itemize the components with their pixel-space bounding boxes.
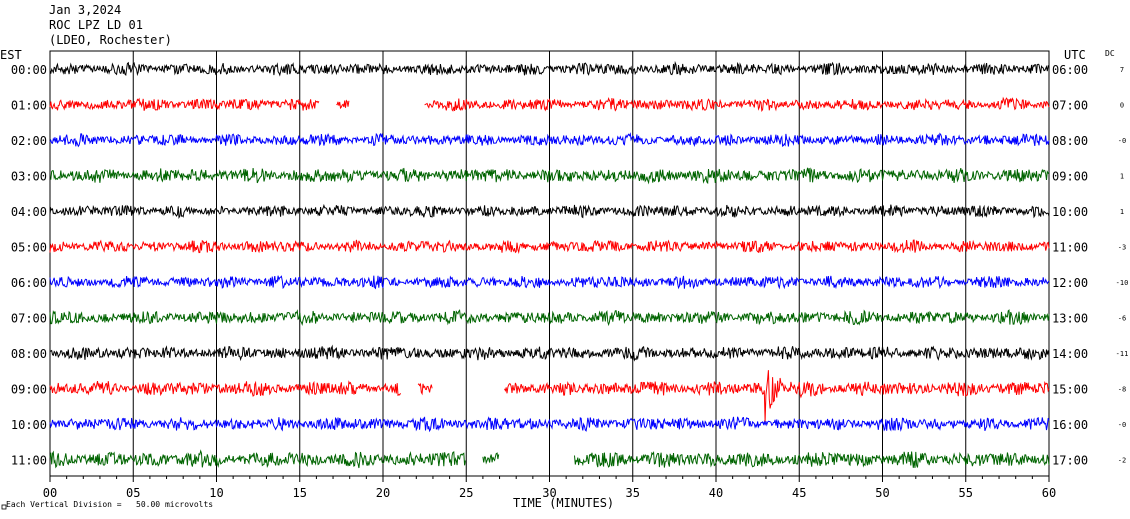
chart-network: (LDEO, Rochester): [49, 33, 172, 47]
row-label-utc: 06:00: [1052, 63, 1088, 77]
row-dc-value: 1: [1120, 208, 1124, 216]
x-tick-label: 50: [875, 486, 889, 500]
x-tick-label: 00: [43, 486, 57, 500]
row-label-utc: 11:00: [1052, 241, 1088, 255]
right-timezone-label: UTC: [1064, 48, 1086, 62]
x-tick-label: 25: [459, 486, 473, 500]
row-label-est: 08:00: [11, 347, 47, 361]
trace-line: [49, 96, 1050, 112]
trace-line: [49, 416, 1050, 433]
row-dc-value: -10: [1116, 279, 1129, 287]
x-tick-label: 45: [792, 486, 806, 500]
row-dc-value: 7: [1120, 66, 1124, 74]
trace-line: [49, 275, 1050, 290]
row-label-utc: 14:00: [1052, 347, 1088, 361]
x-axis-title: TIME (MINUTES): [513, 496, 615, 510]
row-label-est: 02:00: [11, 134, 47, 148]
row-label-est: 01:00: [11, 99, 47, 113]
row-dc-value: -2: [1118, 457, 1126, 465]
row-dc-value: -0: [1118, 137, 1126, 145]
row-label-utc: 12:00: [1052, 276, 1088, 290]
row-label-utc: 09:00: [1052, 170, 1088, 184]
row-dc-value: -6: [1118, 315, 1126, 323]
x-tick-label: 30: [542, 486, 556, 500]
row-label-est: 07:00: [11, 312, 47, 326]
row-dc-value: 0: [1120, 102, 1124, 110]
trace-line: [49, 309, 1050, 327]
logo-mark: [1, 504, 7, 510]
row-dc-value: -0: [1118, 421, 1126, 429]
dc-label: DC: [1105, 49, 1115, 58]
chart-station: ROC LPZ LD 01: [49, 18, 143, 32]
trace-line: [49, 344, 1050, 362]
row-label-est: 06:00: [11, 276, 47, 290]
row-label-est: 04:00: [11, 205, 47, 219]
row-label-est: 10:00: [11, 418, 47, 432]
scale-footnote: Each Vertical Division = 50.00 microvolt…: [6, 500, 214, 509]
row-dc-value: -11: [1116, 350, 1129, 358]
x-tick-label: 40: [709, 486, 723, 500]
trace-line: [49, 449, 1050, 469]
x-tick-label: 05: [126, 486, 140, 500]
row-label-utc: 07:00: [1052, 99, 1088, 113]
row-label-utc: 08:00: [1052, 134, 1088, 148]
row-label-utc: 10:00: [1052, 205, 1088, 219]
x-tick-label: 35: [626, 486, 640, 500]
row-label-utc: 17:00: [1052, 454, 1088, 468]
row-label-est: 03:00: [11, 170, 47, 184]
row-label-est: 11:00: [11, 454, 47, 468]
x-tick-label: 60: [1042, 486, 1056, 500]
row-dc-value: -8: [1118, 386, 1126, 394]
trace-line: [49, 60, 1050, 77]
row-dc-value: 1: [1120, 173, 1124, 181]
row-dc-value: -3: [1118, 244, 1126, 252]
row-label-est: 05:00: [11, 241, 47, 255]
row-label-est: 09:00: [11, 383, 47, 397]
trace-line: [50, 167, 1050, 185]
row-label-utc: 13:00: [1052, 312, 1088, 326]
x-tick-label: 10: [209, 486, 223, 500]
trace-line: [49, 239, 1050, 255]
row-label-utc: 15:00: [1052, 383, 1088, 397]
chart-date: Jan 3,2024: [49, 3, 122, 17]
trace-line: [49, 132, 1050, 148]
x-tick-label: 55: [959, 486, 973, 500]
x-tick-label: 15: [293, 486, 307, 500]
left-timezone-label: EST: [0, 48, 22, 62]
x-tick-label: 20: [376, 486, 390, 500]
trace-line: [49, 370, 1050, 422]
trace-line: [49, 203, 1050, 220]
row-label-est: 00:00: [11, 63, 47, 77]
row-label-utc: 16:00: [1052, 418, 1088, 432]
